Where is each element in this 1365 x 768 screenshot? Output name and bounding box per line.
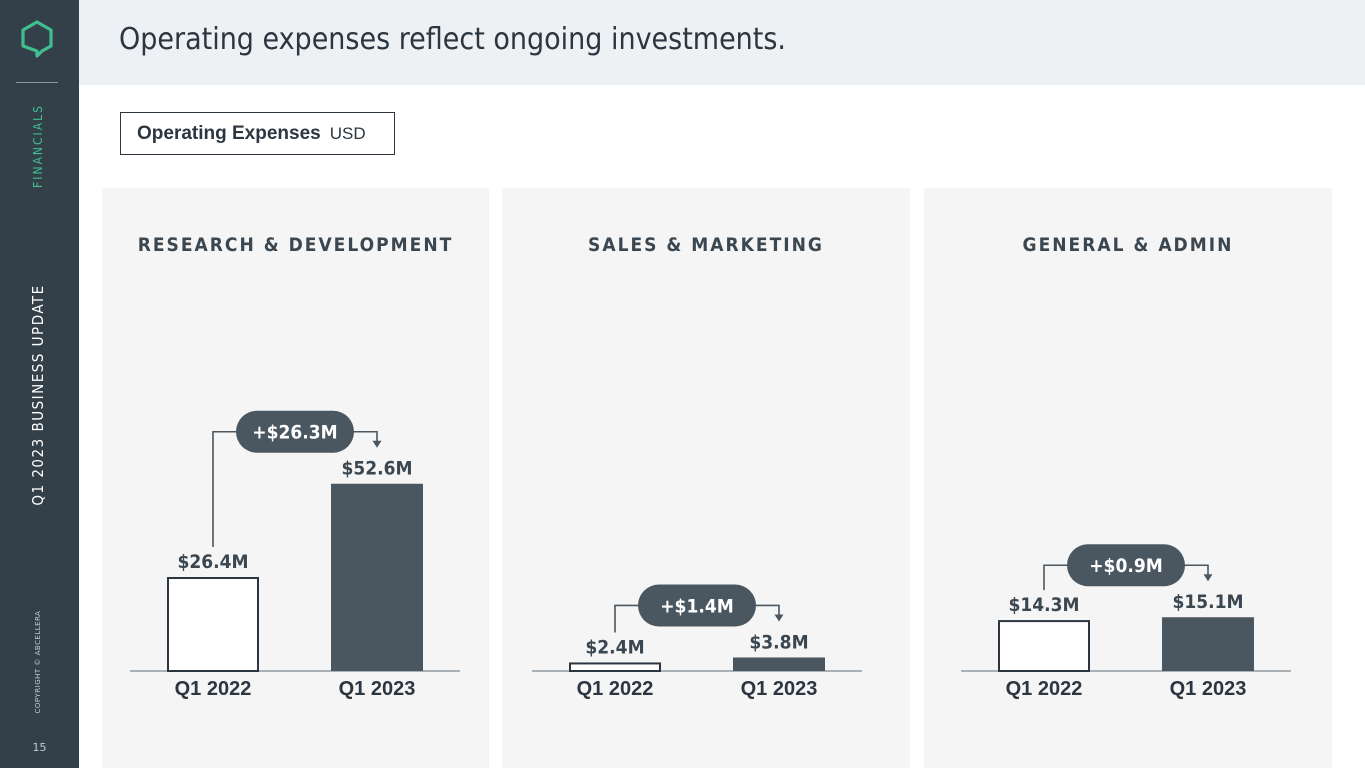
value-label: $52.6M xyxy=(341,458,412,480)
tag-unit: USD xyxy=(329,123,366,143)
bar-q1-2022 xyxy=(569,662,661,672)
value-label: $3.8M xyxy=(749,631,808,653)
change-label: +$26.3M xyxy=(252,422,337,444)
abcellera-logo-icon xyxy=(21,20,53,58)
sidebar: FINANCIALS Q1 2023 BUSINESS UPDATE COPYR… xyxy=(0,0,79,768)
section-label: FINANCIALS xyxy=(31,104,45,188)
change-pill xyxy=(236,410,354,453)
change-pill xyxy=(1067,544,1185,587)
chart-research-development: $26.4M Q1 2022 $52.6M Q1 2023 +$26.3M xyxy=(130,410,460,700)
copyright-notice: COPYRIGHT © ABCELLERA xyxy=(34,610,42,714)
category-label: Q1 2022 xyxy=(1006,678,1083,700)
header-band: Operating expenses reflect ongoing inves… xyxy=(79,0,1365,85)
value-label: $2.4M xyxy=(585,636,644,658)
chart-title: RESEARCH & DEVELOPMENT xyxy=(137,234,454,256)
value-label: $26.4M xyxy=(177,551,248,573)
page-number: 15 xyxy=(32,741,47,754)
bar-q1-2023 xyxy=(733,657,825,671)
category-label: Q1 2022 xyxy=(577,678,654,700)
category-label: Q1 2023 xyxy=(1170,678,1247,700)
deck-title: Q1 2023 BUSINESS UPDATE xyxy=(29,284,47,506)
value-label: $14.3M xyxy=(1008,594,1079,616)
category-label: Q1 2022 xyxy=(175,678,252,700)
chart-general-admin: $14.3M Q1 2022 $15.1M Q1 2023 +$0.9M xyxy=(961,544,1291,700)
change-pill xyxy=(638,584,756,627)
sidebar-divider xyxy=(16,82,58,83)
change-label: +$0.9M xyxy=(1089,555,1163,577)
category-label: Q1 2023 xyxy=(741,678,818,700)
tag-label: Operating Expenses xyxy=(137,122,321,144)
bar-q1-2023 xyxy=(331,483,423,671)
panel-research-development: RESEARCH & DEVELOPMENT $26.4M Q1 2022 $52.… xyxy=(102,188,489,768)
chart-title: GENERAL & ADMIN xyxy=(1022,234,1234,256)
page-title: Operating expenses reflect ongoing inves… xyxy=(119,22,787,57)
chart-sales-marketing: $2.4M Q1 2022 $3.8M Q1 2023 +$1.4M xyxy=(532,584,862,700)
bar-q1-2023 xyxy=(1162,617,1254,671)
change-label: +$1.4M xyxy=(660,595,734,617)
chart-title: SALES & MARKETING xyxy=(588,234,824,256)
panel-sales-marketing: SALES & MARKETING $2.4M Q1 2022 $3.8M Q1 20… xyxy=(502,188,910,768)
panel-general-admin: GENERAL & ADMIN $14.3M Q1 2022 $15.1M Q1 20… xyxy=(924,188,1332,768)
chart-group-tag: Operating Expenses USD xyxy=(120,112,395,155)
change-arrow-icon xyxy=(1203,574,1213,582)
category-label: Q1 2023 xyxy=(339,678,416,700)
value-label: $15.1M xyxy=(1172,591,1243,613)
change-arrow-icon xyxy=(372,440,382,448)
change-arrow-icon xyxy=(774,614,784,622)
bar-q1-2022 xyxy=(998,620,1090,673)
bar-q1-2022 xyxy=(167,577,259,672)
